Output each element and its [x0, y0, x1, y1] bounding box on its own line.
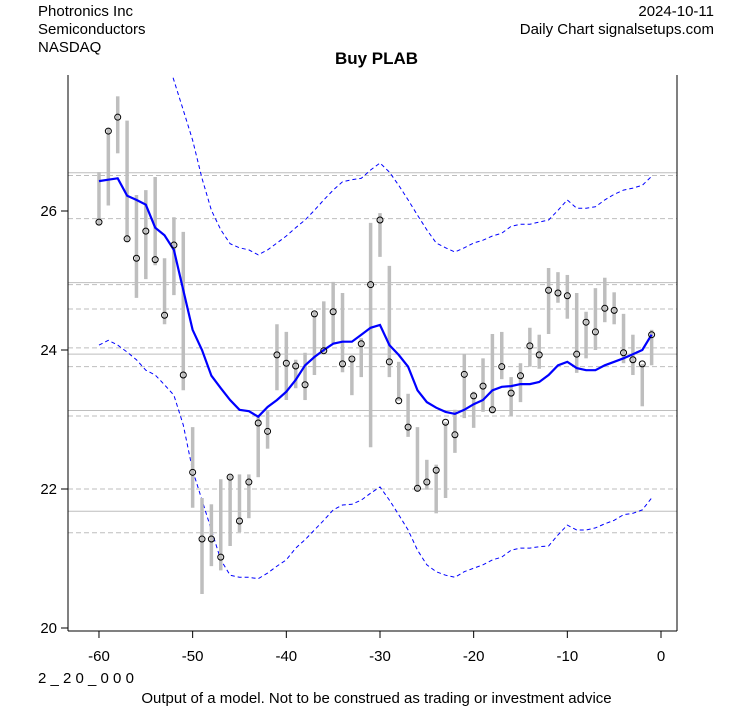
x-tick-label: -50	[182, 648, 204, 665]
close-point	[254, 419, 262, 427]
y-tick-label: 20	[40, 620, 57, 637]
close-point	[161, 311, 169, 319]
close-point	[488, 406, 496, 414]
close-point	[301, 381, 309, 389]
close-point	[132, 254, 140, 262]
close-point	[442, 418, 450, 426]
company-name: Photronics Inc	[38, 3, 134, 20]
close-point	[395, 397, 403, 405]
y-tick-label: 26	[40, 203, 57, 220]
close-point	[554, 289, 562, 297]
close-point	[563, 292, 571, 300]
close-point	[310, 310, 318, 318]
close-point	[610, 306, 618, 314]
sector-label: Semiconductors	[38, 21, 146, 38]
close-point	[217, 553, 225, 561]
close-point	[292, 362, 300, 370]
y-tick-label: 22	[40, 481, 57, 498]
close-point	[367, 281, 375, 289]
close-point	[479, 382, 487, 390]
close-point	[498, 363, 506, 371]
close-point	[207, 535, 215, 543]
x-tick-label: -40	[275, 648, 297, 665]
close-point	[582, 318, 590, 326]
close-point	[198, 535, 206, 543]
disclaimer: Output of a model. Not to be construed a…	[141, 690, 612, 707]
close-point	[432, 466, 440, 474]
chart-source: Daily Chart signalsetups.com	[519, 21, 714, 38]
close-point	[423, 478, 431, 486]
close-point	[282, 359, 290, 367]
close-point	[573, 350, 581, 358]
close-point	[142, 227, 150, 235]
close-point	[591, 328, 599, 336]
close-point	[226, 473, 234, 481]
exchange-label: NASDAQ	[38, 39, 102, 56]
close-point	[170, 241, 178, 249]
close-point	[638, 360, 646, 368]
close-point	[376, 216, 384, 224]
close-point	[179, 371, 187, 379]
close-point	[629, 356, 637, 364]
close-point	[357, 340, 365, 348]
lower-band-line	[98, 339, 652, 580]
close-point	[545, 286, 553, 294]
x-tick-label: -10	[556, 648, 578, 665]
chart-title: Buy PLAB	[334, 49, 419, 68]
x-tick-label: -30	[369, 648, 391, 665]
close-point	[320, 347, 328, 355]
close-point	[104, 127, 112, 135]
upper-band-line	[171, 75, 652, 256]
x-tick-label: -20	[463, 648, 485, 665]
close-point	[151, 256, 159, 264]
close-point	[413, 484, 421, 492]
close-point	[95, 218, 103, 226]
close-point	[339, 360, 347, 368]
close-point	[451, 431, 459, 439]
close-point	[535, 351, 543, 359]
x-tick-label: 0	[657, 648, 665, 665]
close-point	[470, 392, 478, 400]
close-point	[273, 351, 281, 359]
plot-area	[68, 75, 677, 594]
close-point	[114, 113, 122, 121]
close-point	[329, 308, 337, 316]
x-tick-label: -60	[88, 648, 110, 665]
y-tick-label: 24	[40, 342, 57, 359]
moving-average-line	[98, 177, 653, 419]
close-point	[189, 468, 197, 476]
chart-date: 2024-10-11	[638, 3, 714, 20]
close-point	[620, 349, 628, 357]
close-point	[235, 517, 243, 525]
close-point	[648, 331, 656, 339]
close-point	[526, 342, 534, 350]
close-point	[264, 427, 272, 435]
close-point	[404, 423, 412, 431]
close-point	[123, 235, 131, 243]
close-point	[245, 478, 253, 486]
close-point	[348, 355, 356, 363]
close-point	[507, 389, 515, 397]
close-point	[601, 304, 609, 312]
close-point	[516, 372, 524, 380]
close-point	[385, 358, 393, 366]
model-code: 2 _ 2 0 _ 0 0 0	[38, 670, 134, 687]
close-point	[460, 370, 468, 378]
